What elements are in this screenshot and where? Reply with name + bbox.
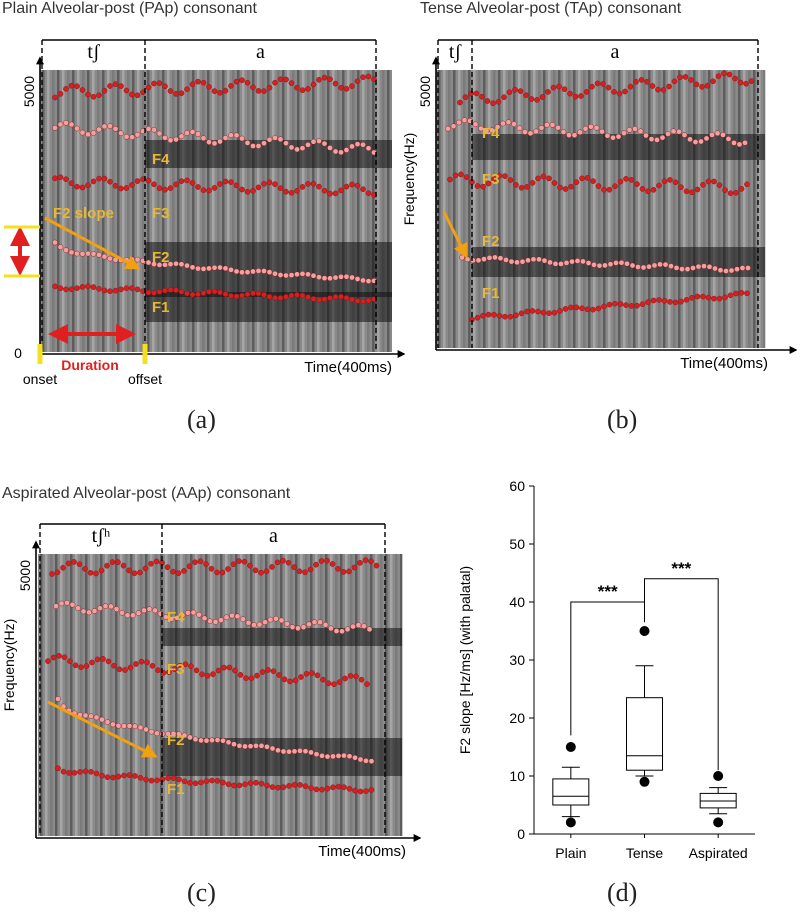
panel-b-label: (b) — [607, 405, 638, 434]
x-tick-label-plain: Plain — [555, 845, 586, 861]
box-plot: 0 10 20 30 40 50 60 F2 slope [Hz/ms] (with pala… — [457, 478, 755, 861]
panel-a-formant-track — [52, 283, 377, 305]
panel-c-title: Aspirated Alveolar-post (AAp) consonant — [2, 485, 291, 502]
y-tick-label: 40 — [509, 594, 525, 610]
panel-b-formant-label-f3: F3 — [482, 171, 500, 188]
x-tick-label-tense: Tense — [626, 845, 664, 861]
panel-a-formant-label-f1: F1 — [152, 299, 170, 316]
panel-a-segment-vowel: a — [256, 41, 265, 63]
box-plain-iqr — [552, 778, 590, 806]
panel-c-energy-band — [162, 738, 402, 776]
panel-c-x-label: Time(400ms) — [318, 843, 406, 860]
panel-a-formant-label-f2: F2 — [152, 249, 170, 266]
panel-c-formant-label-f1: F1 — [167, 781, 185, 798]
panel-a-x-label: Time(400ms) — [304, 359, 392, 376]
panel-c-f2-slope-arrow — [47, 700, 158, 758]
y-tick-label: 60 — [509, 478, 525, 494]
box-plain-outlier — [565, 817, 576, 828]
panel-b-formant-label-f4: F4 — [482, 125, 500, 142]
panel-c-segment-vowel: a — [269, 525, 278, 547]
significance-label: *** — [598, 582, 618, 601]
panel-c-spectrogram: tʃʰ a 5000 Frequency(Hz) Time(400ms) F4 F3 F2 F1 — [1, 523, 422, 860]
panel-b-y-tick-5000: 5000 — [417, 76, 433, 107]
panel-c-label: (c) — [187, 878, 216, 907]
panel-a-formant-label-f3: F3 — [152, 205, 170, 222]
panel-a-duration-label: Duration — [61, 357, 119, 373]
panel-c-formant-track — [55, 765, 375, 795]
panel-b-formant-label-f1: F1 — [482, 285, 500, 302]
panel-c-energy-band — [162, 628, 402, 646]
panel-b-formant-track — [447, 171, 750, 197]
panel-c-formant-label-f2: F2 — [167, 732, 185, 749]
panel-c-y-label: Frequency(Hz) — [1, 619, 17, 712]
panel-a-formant-track — [52, 120, 377, 156]
panel-a-formant-label-f4: F4 — [152, 151, 170, 168]
y-tick-label: 0 — [517, 826, 525, 842]
y-tick-label: 30 — [509, 652, 525, 668]
panel-b-formant-track — [459, 254, 751, 274]
y-tick-label: 20 — [509, 710, 525, 726]
panel-a-y-tick-5000: 5000 — [21, 76, 37, 107]
box-tense-iqr — [626, 697, 663, 771]
panel-b-segment-vowel: a — [611, 41, 620, 63]
box-tense-outlier — [639, 626, 650, 636]
panel-b-f2-slope-arrow — [442, 211, 468, 259]
panel-c-formant-track — [45, 652, 370, 687]
x-tick-label-aspirated: Aspirated — [689, 845, 748, 861]
panel-b-formant-track — [445, 117, 748, 148]
panel-b-striations — [438, 70, 766, 348]
y-axis-label: F2 slope [Hz/ms] (with palatal) — [457, 566, 473, 754]
box-plain-outlier — [565, 742, 576, 752]
panel-a-striations — [42, 70, 390, 352]
box-tense-outlier — [639, 776, 650, 787]
panel-b-segment-consonant: tʃ — [449, 41, 462, 63]
panel-b-spectrogram: tʃ a 5000 Frequency(Hz) Time(400ms) F4 F3 F2 F1 — [401, 39, 798, 372]
panel-a-f2-slope-arrow — [44, 216, 141, 270]
panel-a-segment-consonant: tʃ — [87, 41, 100, 63]
panel-c-formant-track — [53, 600, 373, 635]
box-aspirated-outlier — [713, 771, 724, 781]
panel-a-formant-track — [52, 174, 377, 198]
y-tick-label: 10 — [509, 768, 525, 784]
panel-a-onset-label: onset — [23, 371, 57, 387]
box-aspirated-outlier — [713, 817, 724, 828]
panel-a-title: Plain Alveolar-post (PAp) consonant — [2, 0, 257, 17]
panel-c-segment-consonant: tʃʰ — [92, 525, 111, 547]
panel-a-spectrogram: tʃ a 5000 0 Time(400ms) F4 F3 F2 F1 F2 slope Durat… — [4, 39, 406, 387]
panel-b-x-label: Time(400ms) — [680, 355, 768, 372]
panel-c-formant-label-f4: F4 — [167, 609, 185, 626]
significance-bracket — [644, 578, 719, 771]
y-tick-label: 50 — [509, 536, 525, 552]
panel-a-offset-label: offset — [128, 371, 162, 387]
panel-c-formant-label-f3: F3 — [167, 661, 185, 678]
panel-a-slope-label: F2 slope — [53, 205, 114, 222]
panel-b-title: Tense Alveolar-post (TAp) consonant — [420, 0, 682, 17]
panel-b-formant-label-f2: F2 — [482, 233, 500, 250]
panel-d-label: (d) — [607, 878, 638, 907]
panel-c-y-tick-5000: 5000 — [17, 560, 33, 591]
panel-a-label: (a) — [187, 405, 216, 434]
panel-a-formant-track — [52, 73, 377, 101]
significance-label: *** — [671, 559, 691, 578]
panel-c-formant-track — [49, 557, 380, 577]
panel-a-y-tick-0: 0 — [14, 345, 22, 361]
panel-b-formant-track — [457, 70, 755, 107]
panel-b-y-label: Frequency(Hz) — [401, 133, 417, 226]
panel-c-striations — [40, 554, 403, 836]
panel-b-formant-track — [469, 289, 750, 323]
panel-c-formant-track — [55, 696, 375, 764]
